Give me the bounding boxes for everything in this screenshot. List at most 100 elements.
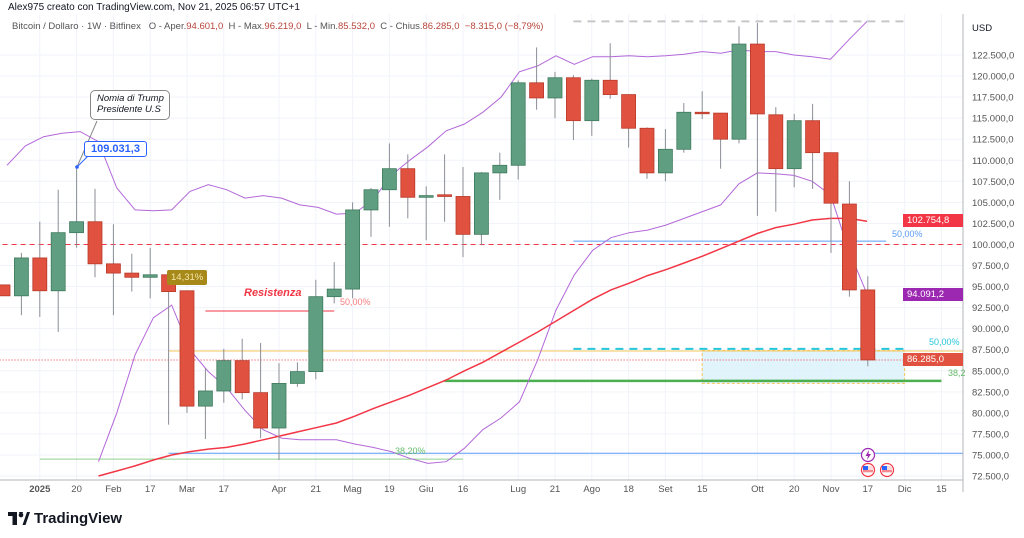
- candle-down: [860, 289, 876, 361]
- callout-line-2: Presidente U.S: [97, 104, 161, 115]
- candle-up: [50, 232, 66, 292]
- time-tick-label: Lug: [510, 484, 526, 495]
- candle-down: [400, 168, 416, 198]
- candle-down: [455, 196, 471, 235]
- candle-down: [639, 127, 655, 174]
- candle-down: [0, 284, 11, 297]
- candle-up: [473, 172, 489, 235]
- price-axis[interactable]: 122.500,0 120.000,0 117.500,0 115.000,0 112.…: [972, 51, 1014, 483]
- time-tick-label: 17: [219, 484, 230, 495]
- time-tick-label: Giu: [419, 484, 434, 495]
- us-flag-event-icon[interactable]: [879, 462, 895, 478]
- candle-down: [566, 77, 581, 122]
- us-flag-event-icon[interactable]: [860, 462, 876, 478]
- time-tick-label: Nov: [823, 484, 840, 495]
- candle-up: [289, 371, 305, 384]
- time-tick-label: 2025: [29, 484, 51, 495]
- candle-down: [234, 360, 250, 394]
- price-tick-label: 82.500,0: [972, 387, 1009, 398]
- candle-up: [69, 221, 84, 234]
- time-tick-label: 15: [936, 484, 947, 495]
- candle-down: [87, 221, 103, 265]
- open-label: O - Aper.: [148, 21, 187, 32]
- candle-down: [437, 194, 453, 197]
- resistance-label: Resistenza: [244, 287, 302, 299]
- price-note-pointer: [76, 155, 89, 168]
- candle-down: [106, 263, 121, 274]
- time-tick-label: Mag: [343, 484, 361, 495]
- time-tick-label: Apr: [272, 484, 287, 495]
- high-label: H - Max.: [228, 21, 265, 32]
- levels-group: [0, 20, 963, 460]
- candle-down: [805, 120, 820, 154]
- open-value: 94.601,0: [186, 21, 224, 32]
- time-tick-label: Mar: [179, 484, 195, 495]
- fib-resist-label: 50,00%: [340, 297, 371, 307]
- high-value: 96.219,0: [264, 21, 302, 32]
- candle-up: [492, 164, 508, 174]
- candle-down: [529, 82, 544, 99]
- price-tick-label: 80.000,0: [972, 408, 1009, 419]
- close-value: 86.285,0: [422, 21, 460, 32]
- price-tick-label: 117.500,0: [972, 93, 1014, 104]
- price-tick-label: 100.000,0: [972, 240, 1014, 251]
- price-tick-label: 92.500,0: [972, 303, 1009, 314]
- change-value: −8.315,0 (−8,79%): [464, 21, 544, 32]
- price-tick-label: 87.500,0: [972, 345, 1009, 356]
- price-tick-label: 107.500,0: [972, 177, 1014, 188]
- time-axis[interactable]: 2025 20 Feb 17 Mar 17 Apr 21 Mag 19 Giu 16 Lug 21 Ago 1…: [29, 484, 946, 495]
- time-tick-label: 20: [71, 484, 82, 495]
- candle-up: [658, 148, 673, 174]
- time-tick-label: Set: [658, 484, 673, 495]
- candle-up: [584, 79, 600, 122]
- tradingview-logo-icon: [8, 512, 30, 525]
- lightning-event-icon[interactable]: [860, 447, 876, 463]
- price-tick-label: 115.000,0: [972, 114, 1014, 125]
- price-tick-label: 72.500,0: [972, 472, 1009, 483]
- candle-down: [823, 152, 839, 204]
- time-tick-label: 20: [789, 484, 800, 495]
- logo-text: TradingView: [34, 510, 123, 527]
- price-tick-label: 110.000,0: [972, 156, 1014, 167]
- candle-down: [750, 43, 765, 115]
- price-tick-label: 105.000,0: [972, 198, 1014, 209]
- chart-attribution: Alex975 creato con TradingView.com, Nov …: [8, 2, 300, 13]
- time-tick-label: 21: [550, 484, 561, 495]
- candle-up: [676, 111, 692, 150]
- candle-down: [842, 203, 857, 291]
- ema-price-label: 102.754,8: [903, 214, 963, 227]
- candle-down: [179, 290, 195, 407]
- price-tick-label: 95.000,0: [972, 282, 1009, 293]
- tradingview-logo[interactable]: TradingView: [8, 510, 122, 527]
- time-tick-label: 16: [458, 484, 469, 495]
- candle-up: [326, 288, 342, 298]
- currency-label: USD: [972, 23, 992, 34]
- time-tick-label: 18: [623, 484, 634, 495]
- ema-line: [98, 217, 868, 477]
- time-tick-label: Ago: [583, 484, 600, 495]
- candle-up: [547, 77, 563, 99]
- bollinger-upper-line: [6, 20, 868, 215]
- time-tick-label: Dic: [898, 484, 912, 495]
- candle-down: [713, 112, 728, 140]
- candle-up: [345, 209, 361, 290]
- candle-down: [124, 272, 140, 278]
- time-tick-label: Ott: [751, 484, 764, 495]
- fib-low-label: 38,20%: [395, 446, 426, 456]
- candle-up: [363, 189, 379, 211]
- candle-down: [602, 79, 618, 95]
- change-tooltip: 14,31%: [167, 270, 208, 285]
- text-callout[interactable]: Nomia di Trump Presidente U.S: [90, 90, 170, 120]
- candle-up: [381, 168, 397, 191]
- candle-up: [418, 195, 434, 198]
- candle-up: [197, 390, 213, 407]
- price-note[interactable]: 109.031,3: [84, 141, 147, 157]
- candle-down: [253, 392, 269, 429]
- price-tick-label: 120.000,0: [972, 72, 1014, 83]
- price-tick-label: 90.000,0: [972, 324, 1009, 335]
- candle-up: [510, 82, 526, 166]
- candle-down: [768, 114, 784, 170]
- close-label: C - Chius.: [380, 21, 423, 32]
- last-price-label: 86.285,0: [903, 353, 963, 366]
